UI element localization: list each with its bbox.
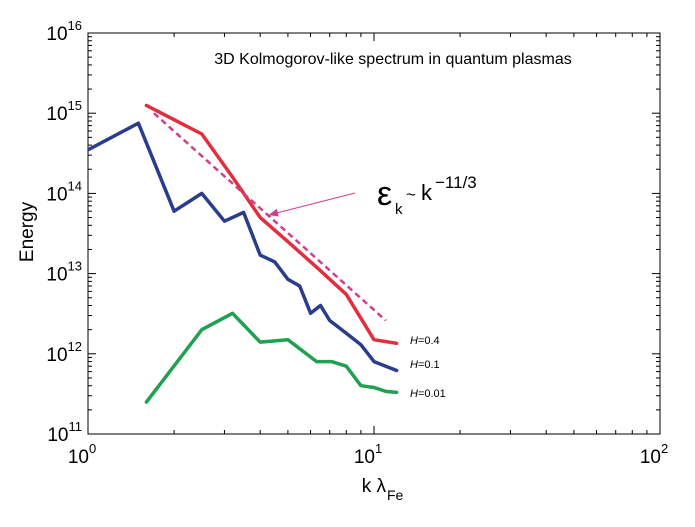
formula-subscript: k xyxy=(395,201,403,218)
y-tick-label: 1011 xyxy=(47,419,82,446)
fit-line xyxy=(153,112,387,322)
series-line-h-0-4 xyxy=(144,103,399,346)
legend-label-h001: H=0.01 xyxy=(410,388,446,400)
y-tick-label: 1012 xyxy=(46,339,82,366)
formula-annotation: ε k ~ k −11/3 xyxy=(268,173,477,218)
y-axis-ticks: 1011 1012 1013 1014 1015 1016 xyxy=(46,18,660,446)
formula-tilde: ~ xyxy=(406,185,416,204)
formula-exponent: −11/3 xyxy=(435,173,477,192)
legend-label-h04: H=0.4 xyxy=(410,335,440,347)
plot-area xyxy=(87,32,661,435)
chart-title: 3D Kolmogorov-like spectrum in quantum p… xyxy=(214,51,571,68)
y-axis-label: Energy xyxy=(17,201,38,262)
x-tick-label: 102 xyxy=(640,441,668,468)
x-tick-label: 101 xyxy=(354,441,382,468)
y-tick-label: 1015 xyxy=(46,98,82,125)
series-line-h-0-1 xyxy=(88,121,399,373)
x-axis-label-main: k λ xyxy=(362,476,387,497)
y-tick-label: 1016 xyxy=(46,18,82,45)
formula-epsilon: ε xyxy=(377,175,392,213)
x-axis-ticks: 100 101 102 xyxy=(68,33,668,468)
formula-k: k xyxy=(421,180,433,205)
x-axis-label-sub: Fe xyxy=(387,487,404,503)
series-layer xyxy=(88,103,399,404)
annotation-arrow xyxy=(268,192,356,217)
y-tick-label: 1013 xyxy=(46,259,82,286)
x-axis-label: k λ Fe xyxy=(362,476,404,503)
series-line-h-0-01 xyxy=(144,311,399,404)
legend-label-h01: H=0.1 xyxy=(410,359,440,371)
legend-labels: H=0.4 H=0.1 H=0.01 xyxy=(410,335,446,400)
x-tick-label: 100 xyxy=(68,441,96,468)
y-tick-label: 1014 xyxy=(46,178,82,205)
